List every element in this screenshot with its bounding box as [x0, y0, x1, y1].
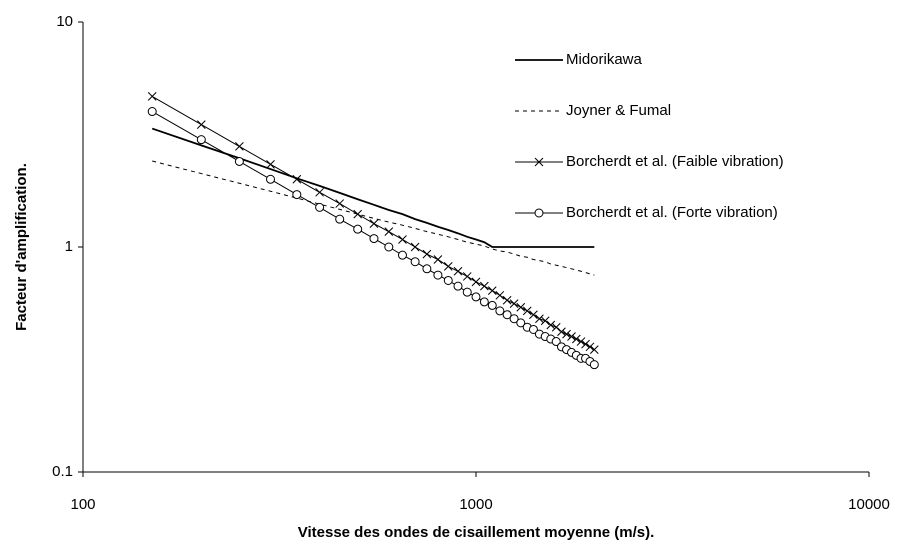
- marker: [422, 249, 432, 259]
- marker: [462, 272, 472, 281]
- marker: [443, 262, 453, 271]
- marker: [266, 159, 275, 169]
- marker: [516, 302, 526, 312]
- marker: [471, 292, 481, 302]
- marker: [557, 327, 566, 337]
- y-tick-label: 0.1: [52, 463, 73, 480]
- marker: [546, 320, 556, 330]
- marker: [576, 337, 586, 346]
- marker: [353, 209, 363, 219]
- marker: [315, 187, 324, 197]
- marker: [369, 219, 379, 228]
- marker: [410, 257, 420, 267]
- marker: [487, 300, 497, 310]
- marker: [422, 264, 432, 274]
- marker: [479, 281, 489, 291]
- marker: [535, 314, 544, 324]
- marker: [487, 286, 497, 295]
- marker: [335, 214, 345, 224]
- marker: [369, 234, 379, 244]
- marker: [502, 295, 512, 305]
- marker: [443, 275, 453, 285]
- marker: [453, 281, 463, 291]
- legend-label: Borcherdt et al. (Faible vibration): [566, 153, 784, 170]
- marker: [462, 287, 472, 297]
- y-axis-label: Facteur d'amplification.: [13, 163, 30, 331]
- marker: [495, 290, 505, 300]
- marker: [585, 342, 595, 352]
- legend-label: Borcherdt et al. (Forte vibration): [566, 204, 778, 221]
- marker: [534, 157, 544, 167]
- marker: [453, 266, 463, 276]
- marker: [589, 345, 599, 354]
- marker: [534, 208, 544, 218]
- marker: [335, 199, 345, 208]
- marker: [353, 224, 363, 234]
- marker: [235, 142, 244, 151]
- marker: [292, 190, 302, 200]
- y-tick-label: 10: [56, 13, 73, 30]
- series-line: [151, 127, 595, 248]
- x-tick-label: 1000: [459, 496, 492, 513]
- marker: [147, 107, 157, 117]
- marker: [509, 314, 519, 324]
- legend-label: Joyner & Fumal: [566, 102, 671, 119]
- marker: [479, 297, 489, 307]
- marker: [522, 306, 532, 316]
- marker: [433, 270, 443, 280]
- marker: [528, 324, 538, 334]
- marker: [266, 174, 276, 184]
- marker: [529, 310, 538, 320]
- marker: [410, 242, 420, 252]
- marker: [384, 227, 394, 237]
- marker: [471, 277, 481, 287]
- x-tick-label: 10000: [848, 496, 890, 513]
- marker: [495, 306, 505, 316]
- marker: [516, 318, 526, 328]
- marker: [196, 135, 206, 145]
- marker: [567, 332, 576, 341]
- x-axis-label: Vitesse des ondes de cisaillement moyenn…: [298, 524, 655, 541]
- marker: [292, 174, 302, 184]
- marker: [234, 156, 244, 166]
- marker: [562, 329, 571, 339]
- marker: [196, 120, 206, 129]
- marker: [509, 299, 519, 309]
- marker: [581, 339, 590, 349]
- marker: [571, 334, 581, 344]
- series-line: [152, 160, 595, 276]
- y-tick-label: 1: [65, 238, 73, 255]
- marker: [433, 255, 443, 264]
- marker: [589, 360, 599, 370]
- marker: [398, 235, 407, 244]
- legend-label: Midorikawa: [566, 51, 643, 68]
- marker: [384, 242, 394, 252]
- marker: [147, 92, 157, 101]
- marker: [315, 202, 325, 212]
- marker: [551, 337, 561, 347]
- marker: [540, 316, 550, 326]
- marker: [502, 310, 512, 320]
- marker: [397, 250, 407, 260]
- x-tick-label: 100: [70, 496, 95, 513]
